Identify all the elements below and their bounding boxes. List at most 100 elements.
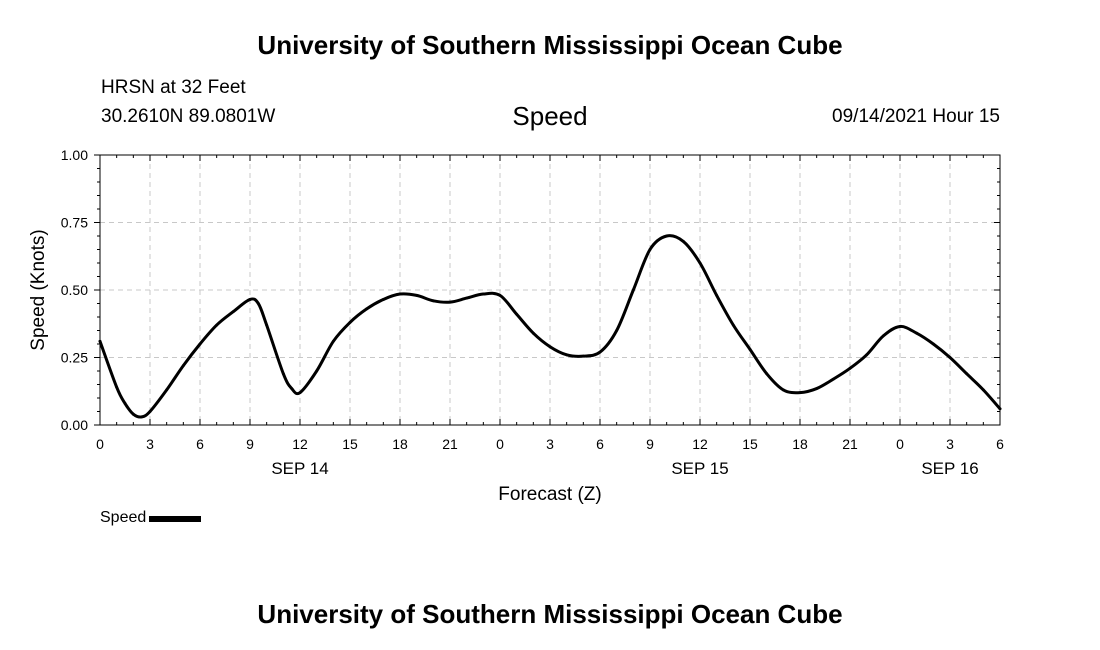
speed-data-point bbox=[315, 369, 319, 373]
speed-data-point bbox=[881, 334, 885, 338]
speed-data-point bbox=[140, 415, 144, 419]
station-name: HRSN at 32 Feet bbox=[101, 77, 246, 98]
speed-data-point bbox=[531, 331, 535, 335]
grid bbox=[100, 155, 1000, 425]
x-tick-label: 9 bbox=[246, 436, 254, 452]
speed-data-point bbox=[248, 298, 252, 301]
speed-data-point bbox=[215, 323, 219, 327]
speed-data-point bbox=[398, 292, 402, 296]
speed-data-point bbox=[681, 240, 685, 243]
y-tick-label: 0.25 bbox=[61, 350, 88, 366]
speed-data-point bbox=[198, 342, 202, 346]
speed-data-point bbox=[131, 412, 135, 416]
x-tick-label: 0 bbox=[496, 436, 504, 452]
speed-data-point bbox=[615, 329, 619, 332]
x-tick-label: 18 bbox=[792, 436, 808, 452]
x-tick-label: 6 bbox=[196, 436, 204, 452]
speed-data-point bbox=[231, 310, 235, 313]
speed-data-point bbox=[331, 339, 335, 343]
speed-data-point bbox=[548, 345, 552, 349]
speed-data-point bbox=[715, 294, 719, 297]
y-tick-label: 0.50 bbox=[61, 282, 88, 298]
speed-data-point bbox=[498, 294, 502, 297]
speed-data-point bbox=[915, 331, 919, 335]
speed-data-point bbox=[123, 402, 127, 405]
speed-data-point bbox=[415, 294, 419, 297]
series-layer bbox=[98, 234, 1002, 419]
speed-data-point bbox=[98, 339, 102, 343]
date-label: SEP 15 bbox=[671, 459, 728, 478]
speed-data-point bbox=[581, 354, 585, 358]
speed-data-point bbox=[981, 388, 985, 392]
x-tick-label: 18 bbox=[392, 436, 408, 452]
speed-data-point bbox=[565, 353, 569, 357]
forecast-datetime: 09/14/2021 Hour 15 bbox=[832, 106, 1000, 127]
x-tick-label: 21 bbox=[442, 436, 458, 452]
x-tick-label: 3 bbox=[546, 436, 554, 452]
date-label: SEP 16 bbox=[921, 459, 978, 478]
speed-data-point bbox=[381, 298, 385, 301]
speed-data-point bbox=[698, 261, 702, 265]
y-tick-label: 1.00 bbox=[61, 147, 88, 163]
station-coordinates: 30.2610N 89.0801W bbox=[101, 106, 276, 127]
x-tick-label: 12 bbox=[692, 436, 708, 452]
footer-title: University of Southern Mississippi Ocean… bbox=[257, 599, 843, 629]
x-tick-label: 6 bbox=[996, 436, 1004, 452]
speed-data-point bbox=[298, 391, 302, 394]
x-tick-label: 0 bbox=[896, 436, 904, 452]
speed-data-point bbox=[848, 366, 852, 370]
x-tick-label: 12 bbox=[292, 436, 308, 452]
speed-data-point bbox=[765, 372, 769, 376]
y-tick-label: 0.75 bbox=[61, 215, 88, 231]
speed-data-point bbox=[256, 302, 260, 305]
speed-data-point bbox=[781, 388, 785, 392]
speed-data-point bbox=[365, 307, 369, 311]
legend-swatch-speed bbox=[149, 516, 202, 522]
speed-data-point bbox=[965, 372, 969, 376]
speed-data-point bbox=[998, 407, 1002, 411]
speed-data-point bbox=[431, 299, 435, 303]
x-tick-label: 6 bbox=[596, 436, 604, 452]
speed-data-point bbox=[598, 350, 602, 354]
date-label: SEP 14 bbox=[271, 459, 328, 478]
chart-title: Speed bbox=[512, 101, 588, 131]
x-axis-title: Forecast (Z) bbox=[498, 484, 601, 505]
legend: Speed bbox=[100, 509, 202, 527]
speed-data-point bbox=[748, 348, 752, 351]
speed-data-point bbox=[665, 234, 669, 238]
speed-data-point bbox=[865, 353, 869, 357]
speed-data-point bbox=[948, 356, 952, 359]
page-title: University of Southern Mississippi Ocean… bbox=[257, 30, 843, 60]
x-tick-label: 9 bbox=[646, 436, 654, 452]
legend-label-speed: Speed bbox=[100, 509, 147, 526]
x-tick-label: 3 bbox=[946, 436, 954, 452]
x-tick-label: 15 bbox=[742, 436, 758, 452]
speed-data-point bbox=[448, 300, 452, 304]
y-axis-title: Speed (Knots) bbox=[28, 229, 49, 350]
speed-data-point bbox=[631, 288, 635, 292]
speed-data-point bbox=[281, 372, 285, 376]
x-tick-label: 21 bbox=[842, 436, 858, 452]
speed-data-point bbox=[515, 312, 519, 316]
speed-data-point bbox=[798, 391, 802, 394]
x-tick-label: 15 bbox=[342, 436, 358, 452]
speed-data-point bbox=[481, 292, 485, 296]
speed-data-point bbox=[181, 364, 185, 367]
speed-data-point bbox=[265, 323, 269, 327]
speed-data-point bbox=[165, 388, 169, 392]
speed-data-point bbox=[731, 323, 735, 327]
speed-data-point bbox=[831, 377, 835, 381]
speed-data-point bbox=[115, 385, 119, 389]
axis-labels: 0 3 6 9 12 15 18 21 0 3 6 9 12 15 18 21 0 3 6 0.00 0.25 0.50 0… bbox=[28, 147, 1004, 505]
speed-data-point bbox=[290, 387, 294, 390]
speed-data-point bbox=[898, 325, 902, 328]
speed-data-point bbox=[648, 248, 652, 251]
speed-data-point bbox=[931, 342, 935, 346]
speed-data-point bbox=[148, 410, 152, 413]
axes bbox=[94, 154, 1001, 426]
speed-data-point bbox=[348, 321, 352, 324]
x-tick-label: 3 bbox=[146, 436, 154, 452]
speed-data-point bbox=[465, 296, 469, 300]
x-tick-label: 0 bbox=[96, 436, 104, 452]
